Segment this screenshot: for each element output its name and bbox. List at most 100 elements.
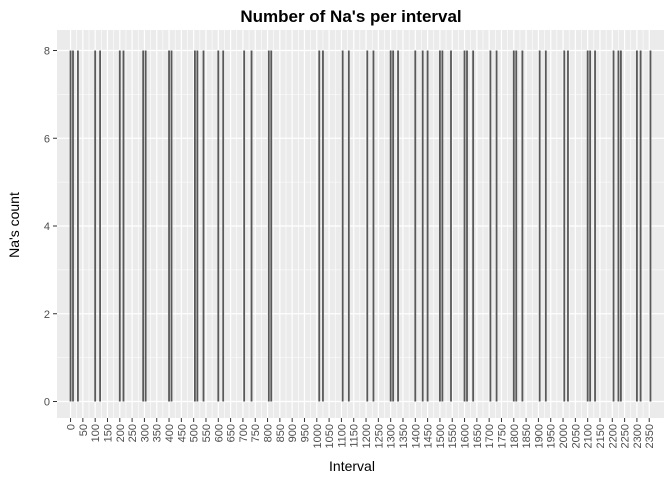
x-tick-label: 2250 — [620, 424, 632, 448]
plot-panel — [57, 30, 664, 418]
bar — [270, 50, 273, 402]
bar — [586, 50, 589, 402]
x-tick-label: 1400 — [410, 424, 422, 448]
bar — [366, 50, 369, 402]
x-tick-label: 750 — [250, 424, 262, 442]
bar — [439, 50, 441, 402]
bar — [318, 50, 321, 402]
x-tick-label: 1850 — [521, 424, 533, 448]
bar — [94, 50, 97, 402]
bar — [217, 50, 220, 402]
x-tick-label: 1500 — [435, 424, 447, 448]
x-tick-label: 900 — [287, 424, 299, 442]
bar — [594, 50, 596, 402]
x-tick-label: 1350 — [398, 424, 410, 448]
bar — [649, 50, 652, 402]
bar — [202, 50, 205, 402]
x-tick-label: 400 — [164, 424, 176, 442]
bar — [392, 50, 395, 402]
x-tick-label: 300 — [139, 424, 151, 442]
bar — [495, 50, 498, 402]
y-axis: 0 2 4 6 8 — [44, 46, 57, 409]
x-tick-label: 950 — [299, 424, 311, 442]
bar — [250, 50, 253, 402]
x-tick-label: 2150 — [595, 424, 607, 448]
bar — [170, 50, 173, 402]
bar — [193, 50, 196, 402]
bar — [69, 50, 72, 402]
bar — [620, 50, 622, 402]
x-tick-label: 1050 — [324, 424, 336, 448]
bar — [122, 50, 125, 402]
bar — [372, 50, 375, 402]
x-tick-label: 150 — [102, 424, 114, 442]
x-tick-label: 2200 — [607, 424, 619, 448]
x-tick-label: 350 — [152, 424, 164, 442]
x-tick-label: 550 — [201, 424, 213, 442]
x-tick-label: 1250 — [373, 424, 385, 448]
bar — [521, 50, 524, 402]
y-tick-label: 4 — [44, 221, 50, 233]
x-tick-label: 1150 — [349, 424, 361, 448]
x-tick-label: 800 — [263, 424, 275, 442]
bar — [472, 50, 475, 402]
bar — [222, 50, 225, 402]
bar — [426, 50, 429, 402]
x-tick-label: 1600 — [460, 424, 472, 448]
y-tick-label: 6 — [44, 133, 50, 145]
x-tick-label: 2100 — [583, 424, 595, 448]
y-tick-label: 2 — [44, 309, 50, 321]
bar — [617, 50, 620, 402]
bar — [99, 50, 101, 402]
x-tick-label: 850 — [275, 424, 287, 442]
x-tick-label: 1950 — [546, 424, 558, 448]
x-tick-label: 1450 — [423, 424, 435, 448]
x-tick-label: 1200 — [361, 424, 373, 448]
x-tick-label: 1300 — [386, 424, 398, 448]
x-tick-label: 0 — [66, 424, 78, 430]
bar — [389, 50, 392, 402]
bar — [322, 50, 324, 402]
x-tick-label: 50 — [78, 424, 90, 436]
x-tick-label: 250 — [127, 424, 139, 442]
x-tick-label: 2000 — [558, 424, 570, 448]
bar — [612, 50, 615, 402]
x-tick-label: 1800 — [509, 424, 521, 448]
bar — [267, 50, 270, 402]
x-tick-label: 1750 — [496, 424, 508, 448]
bar — [118, 50, 121, 402]
bar — [538, 50, 541, 402]
y-tick-label: 0 — [44, 397, 50, 409]
bar — [441, 50, 444, 402]
x-tick-label: 1000 — [312, 424, 324, 448]
x-tick-label: 650 — [226, 424, 238, 442]
x-axis-title: Interval — [329, 458, 375, 474]
bar — [515, 50, 518, 402]
x-tick-label: 2050 — [570, 424, 582, 448]
bar — [567, 50, 569, 402]
x-tick-label: 500 — [189, 424, 201, 442]
bar — [450, 50, 452, 402]
bar — [347, 50, 350, 402]
x-tick-label: 1100 — [336, 424, 348, 448]
bar — [466, 50, 468, 402]
bar — [636, 50, 638, 402]
x-tick-label: 2300 — [632, 424, 644, 448]
bar — [563, 50, 566, 402]
y-tick-label: 8 — [44, 46, 50, 58]
x-tick-label: 450 — [176, 424, 188, 442]
bar — [544, 50, 547, 402]
bar — [142, 50, 145, 402]
bar — [196, 50, 199, 402]
x-axis: 0 50 100 150 200 250 300 350 400 450 500 550 600 650 7… — [66, 418, 656, 448]
x-tick-label: 600 — [213, 424, 225, 442]
bar — [72, 50, 74, 402]
chart-title: Number of Na's per interval — [240, 7, 461, 26]
bar — [421, 50, 424, 402]
bar — [512, 50, 515, 402]
bar — [77, 50, 79, 402]
bar — [414, 50, 417, 402]
bar — [397, 50, 399, 402]
bar — [589, 50, 592, 402]
